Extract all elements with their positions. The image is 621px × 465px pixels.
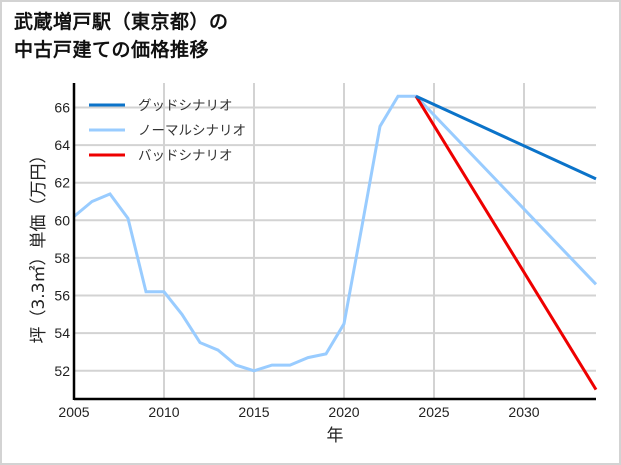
data-series bbox=[73, 94, 598, 391]
y-tick-label: 56 bbox=[54, 288, 70, 304]
x-tick-label: 2030 bbox=[508, 404, 539, 420]
y-tick-label: 58 bbox=[54, 250, 70, 266]
y-tick-label: 54 bbox=[54, 325, 70, 341]
series-line-1 bbox=[73, 94, 598, 373]
x-tick-label: 2010 bbox=[148, 404, 179, 420]
legend-label: ノーマルシナリオ bbox=[138, 123, 246, 139]
grid-lines bbox=[73, 83, 596, 399]
series-line-0 bbox=[415, 94, 597, 181]
y-tick-label: 64 bbox=[54, 137, 70, 153]
legend-label: バッドシナリオ bbox=[138, 148, 233, 164]
axes bbox=[72, 83, 596, 401]
chart-title: 武蔵増戸駅（東京都）の 中古戸建ての価格推移 bbox=[14, 8, 229, 64]
y-axis-label: 坪（3.3㎡）単価（万円） bbox=[29, 146, 49, 343]
x-axis-label: 年 bbox=[327, 426, 344, 446]
y-tick-label: 66 bbox=[54, 99, 70, 115]
chart-title-line-1: 武蔵増戸駅（東京都）の bbox=[14, 11, 229, 33]
y-tick-label: 52 bbox=[54, 363, 70, 379]
x-axis-ticks: 2005 2010 2015 2020 2025 2030 bbox=[58, 404, 539, 420]
y-axis-ticks: 52 54 56 58 60 62 64 66 bbox=[54, 99, 70, 378]
chart-title-line-2: 中古戸建ての価格推移 bbox=[14, 39, 210, 61]
x-tick-label: 2025 bbox=[418, 404, 449, 420]
y-tick-label: 60 bbox=[54, 212, 70, 228]
x-tick-label: 2020 bbox=[328, 404, 359, 420]
y-tick-label: 62 bbox=[54, 175, 70, 191]
x-tick-label: 2005 bbox=[58, 404, 89, 420]
legend-label: グッドシナリオ bbox=[138, 98, 233, 114]
series-line-2 bbox=[414, 95, 598, 391]
x-tick-label: 2015 bbox=[238, 404, 269, 420]
